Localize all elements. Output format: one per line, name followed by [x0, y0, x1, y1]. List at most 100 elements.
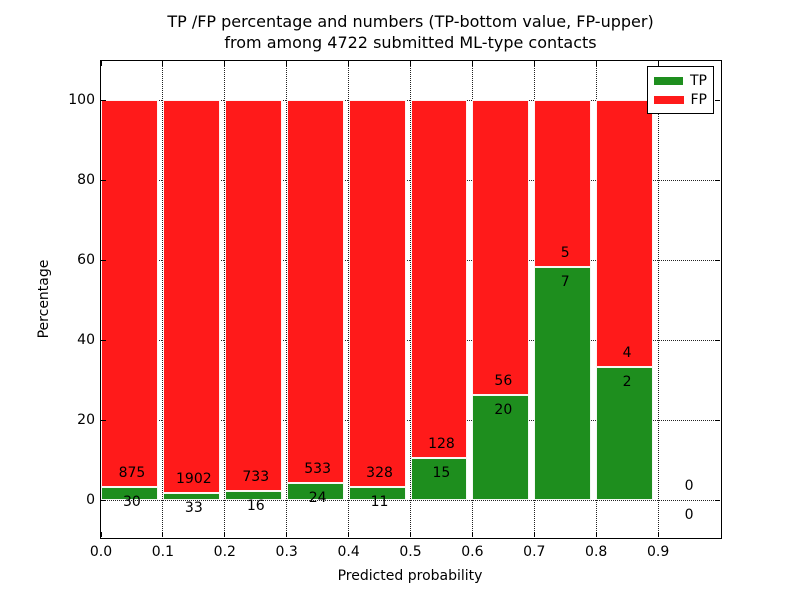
- legend-swatch-fp-icon: [654, 95, 684, 104]
- x-tick-label-0.7: 0.7: [523, 544, 546, 560]
- x-tick-label-0.8: 0.8: [585, 544, 608, 560]
- tick-x-bottom-0.5: [410, 532, 411, 537]
- tick-x-bottom-0.8: [595, 532, 597, 537]
- tick-y-left-100: [101, 99, 106, 101]
- tick-y-right-60: [715, 259, 720, 261]
- legend-label-fp: FP: [690, 91, 708, 108]
- tick-x-top-0.5: [410, 61, 411, 66]
- y-tick-label-60: 60: [77, 252, 95, 268]
- tick-x-bottom-0.4: [348, 532, 350, 537]
- bar-fp-2: [224, 100, 282, 492]
- tick-x-top-0.4: [348, 61, 350, 66]
- bar-fp-7: [534, 100, 592, 267]
- y-tick-label-40: 40: [77, 332, 95, 348]
- x-axis-label: Predicted probability: [337, 568, 483, 584]
- bar-label-fp-5: 128: [428, 436, 455, 453]
- bar-tp-6: [472, 394, 530, 500]
- chart-title: TP /FP percentage and numbers (TP-bottom…: [101, 11, 720, 53]
- x-tick-label-0.9: 0.9: [646, 544, 670, 560]
- tick-x-bottom-0.0: [100, 532, 102, 537]
- bar-fp-5: [410, 100, 468, 459]
- bar-fp-8: [596, 100, 654, 367]
- bar-tp-8: [596, 366, 654, 500]
- bar-fp-1: [162, 100, 220, 494]
- bar-label-fp-3: 533: [304, 460, 332, 477]
- tick-x-bottom-0.7: [533, 532, 535, 537]
- gridline-v-0.9: [657, 61, 659, 537]
- bar-label-fp-8: 4: [622, 344, 632, 361]
- x-tick-label-0.3: 0.3: [275, 544, 298, 560]
- bar-fp-6: [472, 100, 530, 395]
- tick-y-right-40: [715, 339, 720, 341]
- bar-label-tp-3: 24: [308, 489, 327, 506]
- y-tick-label-80: 80: [77, 172, 95, 188]
- bar-label-fp-7: 5: [560, 244, 570, 261]
- x-tick-label-0.6: 0.6: [461, 544, 484, 560]
- y-axis-label: Percentage: [36, 259, 52, 339]
- x-tick-label-0.5: 0.5: [399, 544, 422, 560]
- x-tick-label-0.2: 0.2: [213, 544, 236, 560]
- bar-label-fp-2: 733: [242, 469, 270, 486]
- y-tick-label-0: 0: [86, 492, 95, 508]
- tick-y-right-20: [715, 419, 720, 421]
- y-tick-label-100: 100: [68, 92, 95, 108]
- bar-fp-0: [101, 100, 158, 487]
- x-tick-label-0.1: 0.1: [151, 544, 175, 560]
- bar-fp-3: [286, 100, 344, 483]
- bar-tp-3: [286, 482, 344, 500]
- bar-label-tp-5: 15: [432, 465, 451, 482]
- bar-label-tp-8: 2: [622, 373, 632, 390]
- bar-label-fp-1: 1902: [176, 471, 212, 488]
- tick-x-top-0.6: [471, 61, 473, 66]
- tick-x-top-0.8: [595, 61, 597, 66]
- tick-x-top-0.2: [224, 61, 226, 66]
- bar-tp-7: [534, 266, 592, 500]
- tick-x-bottom-0.1: [162, 532, 164, 537]
- legend-row-fp: FP: [654, 92, 707, 108]
- tick-y-right-80: [715, 179, 720, 181]
- bar-label-fp-0: 875: [118, 464, 146, 481]
- tick-x-bottom-0.2: [224, 532, 226, 537]
- bar-fp-4: [348, 100, 406, 488]
- bar-label-fp-6: 56: [494, 372, 513, 389]
- bar-label-fp-9: 0: [684, 478, 694, 494]
- x-tick-label-0.0: 0.0: [89, 544, 113, 560]
- chart-title-line2: from among 4722 submitted ML-type contac…: [224, 33, 597, 52]
- bar-label-tp-0: 30: [123, 493, 141, 510]
- tick-y-left-20: [101, 419, 106, 421]
- legend-row-tp: TP: [654, 73, 707, 89]
- tick-y-right-100: [715, 99, 720, 101]
- tick-x-bottom-0.9: [657, 532, 659, 537]
- legend-label-tp: TP: [690, 72, 707, 89]
- tick-y-right-0: [715, 499, 720, 501]
- tick-x-bottom-0.3: [286, 532, 288, 537]
- chart-title-line1: TP /FP percentage and numbers (TP-bottom…: [167, 12, 654, 31]
- tick-y-left-60: [101, 259, 106, 261]
- bar-label-tp-4: 11: [370, 494, 389, 511]
- tick-y-left-40: [101, 339, 106, 341]
- y-tick-label-20: 20: [77, 412, 95, 428]
- bar-label-tp-9: 0: [684, 507, 694, 523]
- bar-tp-0: [101, 486, 158, 500]
- bar-label-tp-1: 33: [184, 500, 203, 517]
- bar-label-tp-6: 20: [494, 401, 513, 418]
- tick-x-top-0.7: [533, 61, 535, 66]
- tick-y-left-0: [101, 499, 106, 501]
- bar-tp-5: [410, 458, 468, 500]
- tick-x-top-0.0: [100, 61, 102, 66]
- bar-label-fp-4: 328: [366, 465, 393, 482]
- tick-x-top-0.3: [286, 61, 288, 66]
- bar-label-tp-2: 16: [246, 498, 265, 515]
- x-tick-label-0.4: 0.4: [337, 544, 360, 560]
- tick-x-top-0.9: [657, 61, 659, 66]
- bar-tp-4: [348, 487, 406, 500]
- tick-y-left-80: [101, 179, 106, 181]
- tick-x-bottom-0.6: [471, 532, 473, 537]
- bar-tp-2: [224, 491, 282, 500]
- tick-x-top-0.1: [162, 61, 164, 66]
- legend-swatch-tp-icon: [654, 76, 683, 85]
- bar-label-tp-7: 7: [560, 273, 570, 290]
- bar-tp-1: [162, 493, 220, 500]
- legend: TP FP: [647, 66, 714, 114]
